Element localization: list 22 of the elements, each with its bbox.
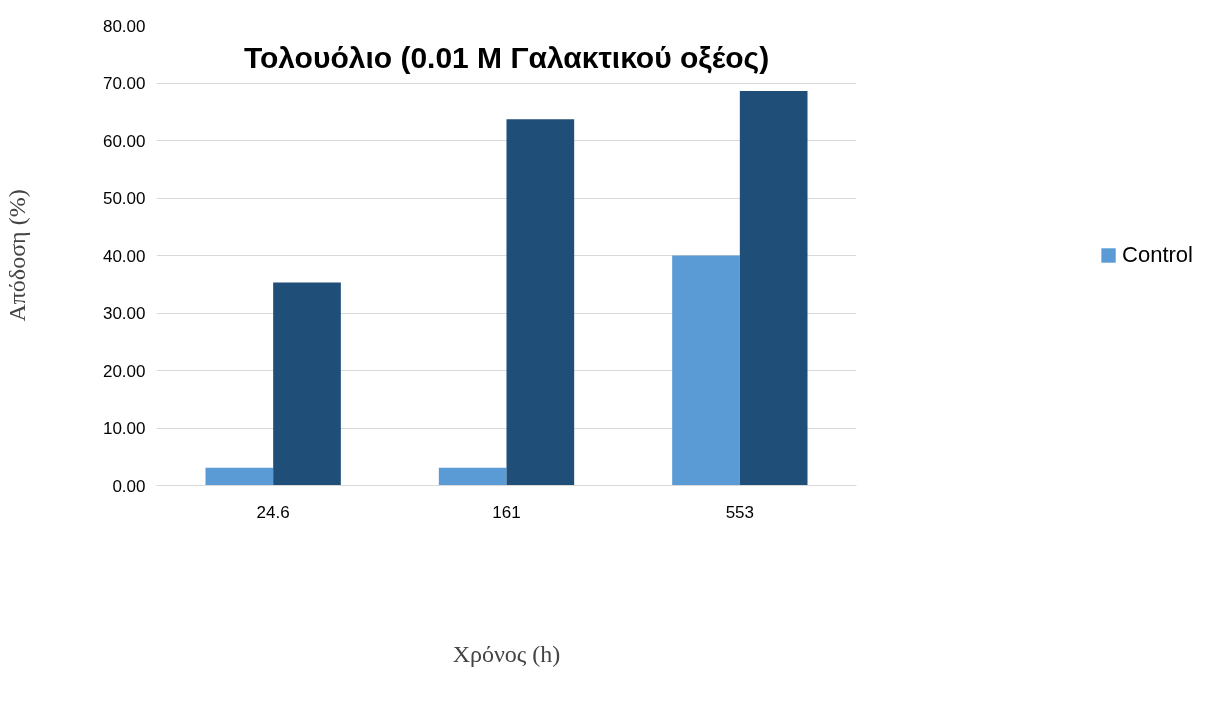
y-tick-label: 30.00: [102, 304, 146, 323]
y-tick-label: 80.00: [102, 16, 146, 36]
x-tick-label: 161: [492, 502, 521, 522]
bar: [506, 119, 575, 486]
y-tick-label: 0.00: [112, 476, 146, 496]
y-tick-label: 40.00: [102, 246, 146, 266]
text: Τολουόλιο (0.01 M Γαλακτικού οξέος): [243, 41, 770, 74]
y-tick-label: 70.00: [102, 74, 146, 93]
y-tick-label: 50.00: [102, 189, 146, 208]
y-tick-label: 60.00: [102, 131, 146, 151]
y-axis-title: Απόδοση (%): [3, 189, 30, 322]
y-tick-label: 10.00: [102, 419, 146, 438]
bar: [273, 282, 341, 486]
bar: [205, 467, 274, 486]
x-tick-label: 553: [725, 502, 755, 522]
legend-label: Control: [1122, 242, 1193, 268]
y-tick-label: 20.00: [102, 361, 146, 381]
bar: [672, 255, 740, 486]
bar: [438, 467, 507, 486]
x-axis-title: Χρόνος (h): [452, 640, 561, 667]
x-tick-label: 24.6: [256, 502, 290, 522]
bar: [739, 91, 808, 486]
